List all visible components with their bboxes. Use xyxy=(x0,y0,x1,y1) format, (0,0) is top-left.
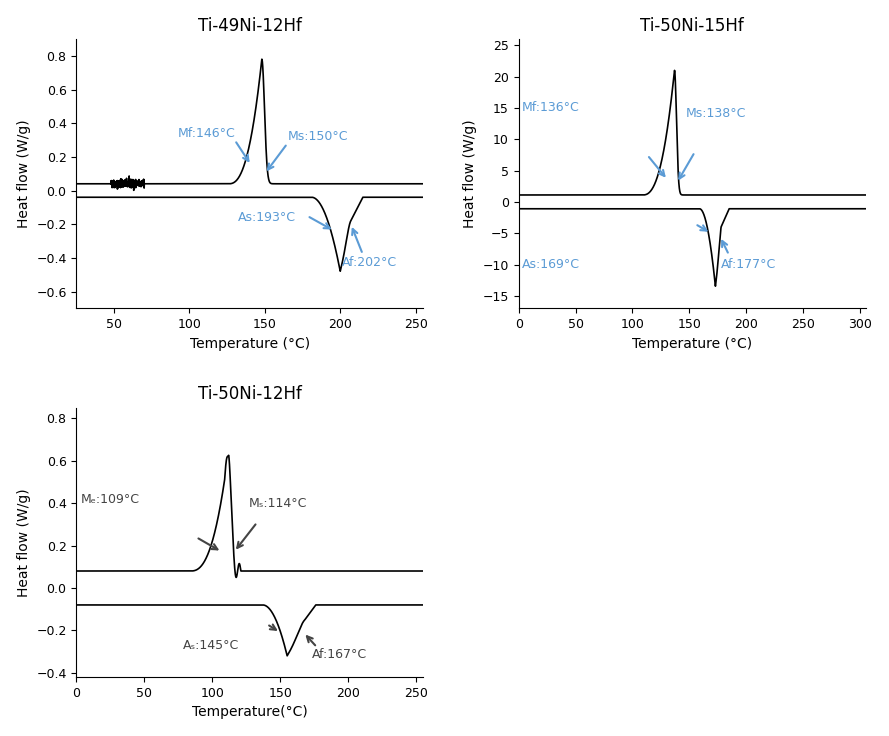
Text: Mf:136°C: Mf:136°C xyxy=(522,101,580,114)
Text: Af:202°C: Af:202°C xyxy=(341,256,396,269)
Title: Ti-50Ni-12Hf: Ti-50Ni-12Hf xyxy=(198,386,301,403)
Text: Af:167°C: Af:167°C xyxy=(312,648,367,661)
Y-axis label: Heat flow (W/g): Heat flow (W/g) xyxy=(463,119,477,228)
Text: Ms:138°C: Ms:138°C xyxy=(685,107,746,120)
Text: Ms:150°C: Ms:150°C xyxy=(287,130,348,143)
X-axis label: Temperature(°C): Temperature(°C) xyxy=(192,705,308,719)
Text: As:193°C: As:193°C xyxy=(237,210,296,224)
Text: As:169°C: As:169°C xyxy=(522,258,581,271)
X-axis label: Temperature (°C): Temperature (°C) xyxy=(189,336,309,350)
Y-axis label: Heat flow (W/g): Heat flow (W/g) xyxy=(17,488,30,597)
Title: Ti-50Ni-15Hf: Ti-50Ni-15Hf xyxy=(640,17,744,35)
Text: Aₛ:145°C: Aₛ:145°C xyxy=(182,640,238,653)
Text: Mₛ:114°C: Mₛ:114°C xyxy=(249,498,308,510)
X-axis label: Temperature (°C): Temperature (°C) xyxy=(632,336,752,350)
Text: Mf:146°C: Mf:146°C xyxy=(178,127,235,140)
Text: Mₑ:109°C: Mₑ:109°C xyxy=(80,493,140,506)
Y-axis label: Heat flow (W/g): Heat flow (W/g) xyxy=(17,119,30,228)
Title: Ti-49Ni-12Hf: Ti-49Ni-12Hf xyxy=(198,17,301,35)
Text: Af:177°C: Af:177°C xyxy=(721,258,776,271)
